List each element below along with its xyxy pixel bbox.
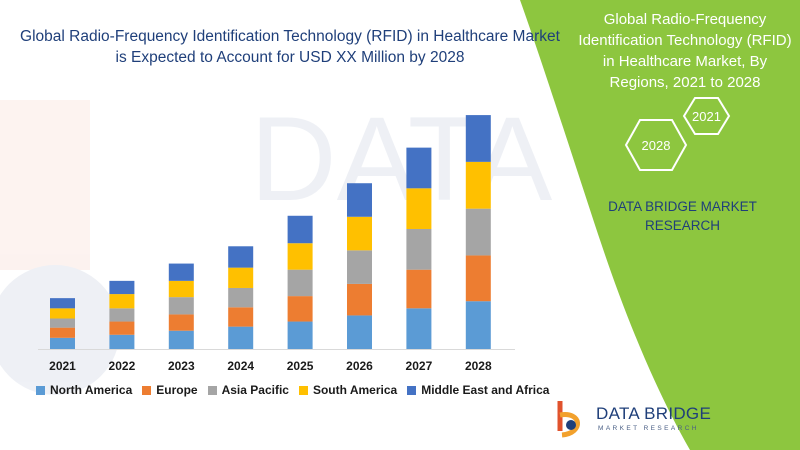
bar-segment-north-america-2028 <box>465 301 491 349</box>
chart-legend: North America Europe Asia Pacific South Ame… <box>36 383 559 397</box>
x-tick-label: 2025 <box>287 359 314 373</box>
bar-segment-asia-pacific-2025 <box>287 269 313 297</box>
legend-label: Europe <box>156 383 198 397</box>
legend-label: North America <box>50 383 133 397</box>
bar-segment-europe-2024 <box>228 307 254 327</box>
bar-segment-europe-2026 <box>347 283 372 316</box>
legend-item: South America <box>298 383 398 397</box>
bar-segment-middle-east-and-africa-2026 <box>347 183 372 217</box>
bar-segment-middle-east-and-africa-2021 <box>50 298 75 309</box>
hexagon-2028 <box>624 119 688 171</box>
bar-segment-asia-pacific-2026 <box>347 250 372 284</box>
bar-segment-middle-east-and-africa-2027 <box>406 147 432 189</box>
bar-segment-europe-2021 <box>50 327 75 338</box>
bar-segment-south-america-2025 <box>287 243 313 270</box>
hexagon-label-2021: 2021 <box>692 109 721 124</box>
bar-segment-europe-2023 <box>168 314 194 331</box>
bar-segment-europe-2022 <box>109 321 135 335</box>
legend-item: Asia Pacific <box>207 383 289 397</box>
x-tick-label: 2022 <box>109 359 136 373</box>
hexagon-2021 <box>682 97 731 135</box>
watermark-shape <box>0 100 90 270</box>
bar-segment-south-america-2027 <box>406 188 432 229</box>
bar-segment-europe-2027 <box>406 269 432 309</box>
bar-segment-north-america-2025 <box>287 321 313 349</box>
hexagon-label-2028: 2028 <box>642 138 671 153</box>
logo-mark <box>557 401 580 438</box>
bar-segment-asia-pacific-2027 <box>406 228 432 270</box>
bar-segment-middle-east-and-africa-2022 <box>109 280 135 295</box>
bar-segment-asia-pacific-2028 <box>465 208 491 256</box>
legend-swatch <box>298 385 308 395</box>
bar-segment-asia-pacific-2023 <box>168 297 194 315</box>
panel-brand: DATA BRIDGE MARKET RESEARCH <box>608 199 757 233</box>
x-tick-label: 2023 <box>168 359 195 373</box>
bar-segment-south-america-2021 <box>50 308 75 319</box>
bar-segment-middle-east-and-africa-2028 <box>465 115 491 162</box>
legend-swatch <box>36 385 45 395</box>
legend-swatch <box>207 385 217 395</box>
bar-segment-north-america-2023 <box>168 330 194 349</box>
bar-segment-south-america-2026 <box>347 216 372 251</box>
logo-subtitle: MARKET RESEARCH <box>598 425 699 432</box>
x-tick-label: 2027 <box>406 359 433 373</box>
legend-label: Middle East and Africa <box>421 383 550 397</box>
chart-title: Global Radio-Frequency Identification Te… <box>20 28 560 66</box>
brand-logo: DATA BRIDGE MARKET RESEARCH <box>548 397 748 441</box>
bar-segment-europe-2025 <box>287 296 313 322</box>
bar-segment-middle-east-and-africa-2025 <box>287 215 313 244</box>
bar-segment-south-america-2024 <box>228 267 254 288</box>
legend-item: Middle East and Africa <box>407 383 549 397</box>
bar-segment-south-america-2022 <box>109 294 135 309</box>
x-tick-label: 2028 <box>465 359 492 373</box>
legend-label: South America <box>312 383 398 397</box>
bar-segment-middle-east-and-africa-2023 <box>168 263 194 281</box>
logo-wordmark: DATA BRIDGE <box>596 404 712 423</box>
bar-segment-north-america-2024 <box>228 326 254 349</box>
legend-item: Europe <box>142 383 198 397</box>
bar-segment-south-america-2023 <box>168 280 194 298</box>
bar-segment-south-america-2028 <box>465 161 491 209</box>
bar-segment-asia-pacific-2024 <box>228 287 254 308</box>
bar-segment-europe-2028 <box>465 255 491 302</box>
panel-title: Global Radio-Frequency Identification Te… <box>578 11 792 91</box>
bar-segment-middle-east-and-africa-2024 <box>228 246 254 268</box>
bar-segment-north-america-2027 <box>406 308 432 349</box>
bar-segment-north-america-2026 <box>347 315 372 349</box>
legend-swatch <box>142 385 152 395</box>
legend-item: North America <box>36 383 132 397</box>
bar-segment-asia-pacific-2021 <box>50 318 75 328</box>
x-tick-label: 2026 <box>346 359 373 373</box>
bar-segment-asia-pacific-2022 <box>109 308 135 322</box>
legend-label: Asia Pacific <box>221 383 289 397</box>
legend-swatch <box>407 385 417 395</box>
bar-segment-north-america-2021 <box>50 337 75 349</box>
x-tick-label: 2024 <box>227 359 254 373</box>
stacked-bar-chart: 2021 2022 2023 2024 2025 2026 2027 2028 <box>38 115 515 373</box>
x-tick-label: 2021 <box>49 359 76 373</box>
green-panel <box>520 0 800 450</box>
bar-segment-north-america-2022 <box>109 334 135 349</box>
